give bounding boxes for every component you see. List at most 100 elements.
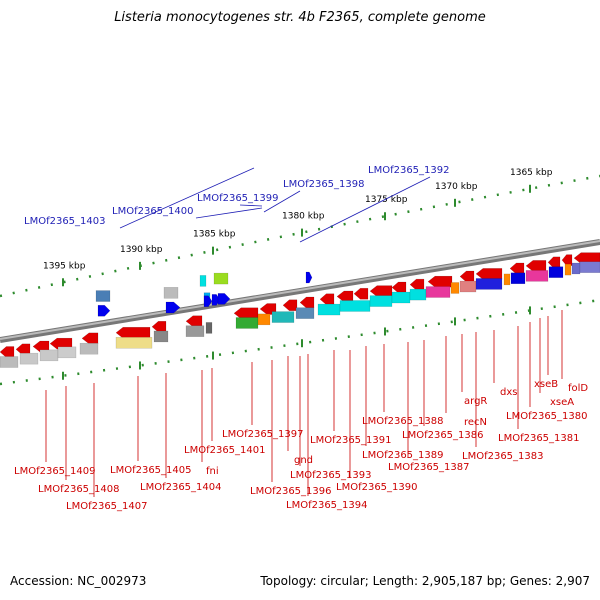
gene-box [199,275,207,287]
gene-box [391,291,411,304]
gene-box [459,280,477,293]
gene-arrow [305,271,313,284]
top-gene-label: LMOf2365_1399 [197,193,279,204]
kbp-ruler [0,174,600,386]
gene-box [579,261,600,273]
bottom-gene-label: xseA [550,397,574,408]
gene-box [185,325,205,337]
accession-text: Accession: NC_002973 [10,574,147,588]
gene-box [19,352,39,365]
gene-arrow [459,270,475,283]
gene-box [39,349,59,362]
bottom-gene-label: LMOf2365_1397 [222,429,304,440]
gene-arrow [81,332,99,345]
gene-box [115,336,153,349]
leader-line [119,167,255,229]
gene-arrow [336,290,354,303]
genome-backbone [0,239,600,343]
gene-arrow [573,252,600,264]
gene-arrow [151,321,167,333]
leader-line [195,207,263,219]
gene-box [213,272,229,285]
top-gene-label: LMOf2365_1398 [283,179,365,190]
label-leader-lines [45,167,563,497]
gene-box [0,356,19,368]
gene-arrow [0,346,15,358]
tick-label: 1390 kbp [120,245,163,255]
gene-box [564,263,572,276]
tick-marks [62,184,531,380]
bottom-gene-label: LMOf2365_1407 [66,501,148,512]
gene-box [235,317,259,329]
leader-line [263,190,301,213]
gene-box [79,342,99,355]
gene-box [205,322,213,334]
gene-arrow [299,296,315,309]
gene-arrow [97,304,111,317]
gene-arrow [203,295,213,307]
bottom-gene-label: LMOf2365_1387 [388,462,470,473]
bottom-gene-label: LMOf2365_1393 [290,470,372,481]
gene-box [369,295,393,307]
gene-arrow [475,268,503,280]
bottom-gene-label: recN [464,417,487,428]
gene-box [95,290,111,302]
gene-arrow [233,307,259,320]
gene-box [525,270,549,282]
bottom-gene-label: LMOf2365_1394 [286,500,368,511]
bottom-gene-label: argR [464,396,487,407]
gene-arrow [409,278,425,291]
gene-arrow [525,260,547,272]
gene-arrow [547,256,561,269]
bottom-gene-label: LMOf2365_1380 [506,411,588,422]
map-title: Listeria monocytogenes str. 4b F2365, co… [114,10,486,25]
gene-arrow [427,275,453,288]
bottom-gene-label: folD [568,383,588,394]
gene-arrow [391,281,407,294]
gene-box [317,303,341,316]
bottom-gene-label: xseB [534,379,558,390]
gene-arrow [369,285,393,297]
bottom-gene-label: fni [206,466,219,477]
top-gene-label: LMOf2365_1392 [368,165,450,176]
tick-label: 1385 kbp [193,230,236,240]
top-gene-label: LMOf2365_1403 [24,216,106,227]
bottom-gene-label: LMOf2365_1383 [462,451,544,462]
tick-label: 1375 kbp [365,195,408,205]
top-gene-label: LMOf2365_1400 [112,206,194,217]
gene-box [163,287,179,299]
gene-box [271,311,295,323]
gene-arrow [115,326,151,339]
tick-label: 1380 kbp [282,212,325,222]
gene-box [425,286,451,298]
bottom-gene-label: LMOf2365_1381 [498,433,580,444]
bottom-gene-label: LMOf2365_1389 [362,450,444,461]
bottom-gene-label: gnd [294,455,313,466]
tick-label: 1395 kbp [43,261,86,271]
bottom-gene-label: LMOf2365_1391 [310,435,392,446]
gene-box [257,313,271,326]
leader-line [299,176,431,243]
bottom-gene-label: dxs [500,387,517,398]
gene-arrow [282,299,298,312]
gene-box [450,282,460,294]
gene-box [153,330,169,343]
gene-arrow [217,293,231,305]
bottom-gene-label: LMOf2365_1401 [184,445,266,456]
gene-box [571,262,581,275]
gene-box [548,266,564,278]
gene-arrow [353,287,369,300]
bottom-gene-label: LMOf2365_1405 [110,465,192,476]
bottom-gene-label: LMOf2365_1408 [38,484,120,495]
gene-features [0,252,600,368]
gene-arrow [165,301,181,314]
gene-box [339,300,371,312]
bottom-gene-labels: LMOf2365_1409 LMOf2365_1408 LMOf2365_1407 L… [14,379,588,512]
gene-arrow [509,262,525,275]
gene-box [57,346,77,359]
bottom-gene-label: LMOf2365_1388 [362,416,444,427]
gene-box [503,273,511,286]
gene-box [510,272,526,285]
